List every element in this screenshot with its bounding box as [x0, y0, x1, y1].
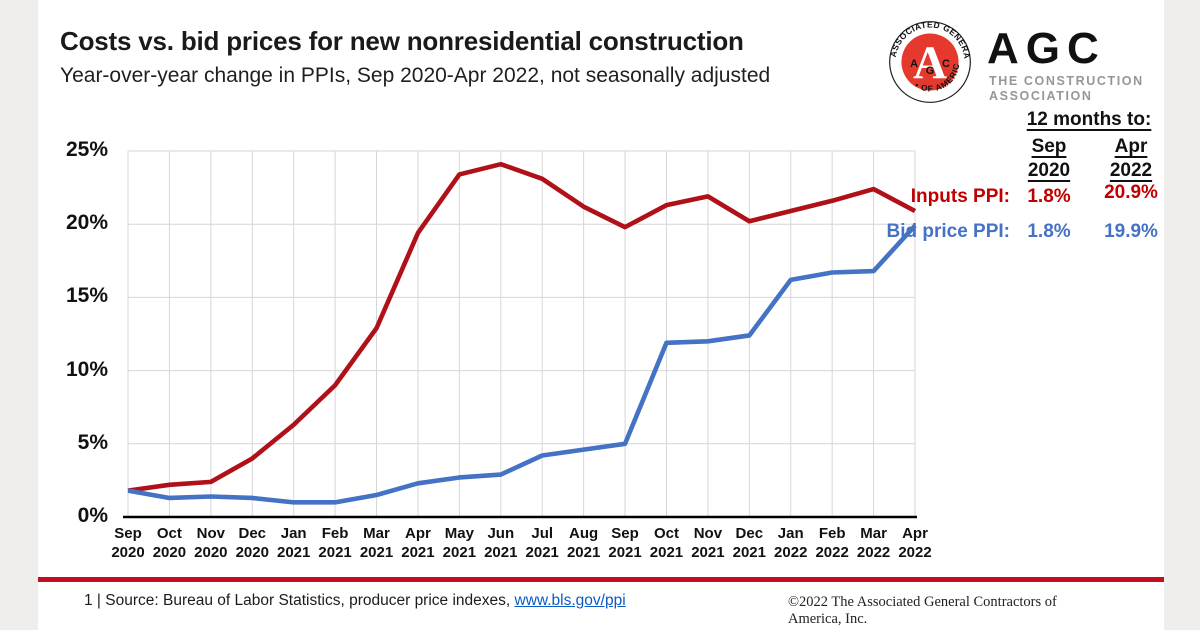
x-tick-line: 2021 — [318, 544, 352, 561]
y-tick-label: 0% — [77, 504, 108, 527]
x-tick-label: Apr 2022 — [885, 524, 945, 562]
agc-tagline-line2: ASSOCIATION — [989, 89, 1093, 103]
y-tick-label: 10% — [65, 357, 108, 381]
x-tick-label: Nov 2020 — [181, 524, 241, 562]
agc-tagline-line1: THE CONSTRUCTION — [989, 74, 1144, 88]
x-tick-line: 2020 — [152, 544, 187, 561]
x-tick-line: Nov — [693, 525, 723, 542]
page-subtitle: Year-over-year change in PPIs, Sep 2020-… — [60, 64, 771, 87]
x-tick-line: Feb — [321, 525, 349, 542]
x-tick-label: Apr 2021 — [388, 524, 448, 562]
x-tick-label: Feb 2021 — [305, 524, 365, 562]
x-tick-line: Feb — [818, 525, 846, 542]
x-tick-line: 2021 — [276, 544, 311, 561]
annotation-col1-year: 2020 — [1027, 160, 1071, 181]
x-tick-line: 2021 — [401, 544, 435, 561]
x-tick-line: Mar — [363, 525, 390, 542]
y-tick-label: 15% — [65, 284, 108, 308]
x-tick-line: 2021 — [484, 544, 518, 561]
annotation-heading: 12 months to: — [1026, 109, 1152, 130]
x-tick-label: Jun 2021 — [471, 524, 531, 562]
x-tick-line: May — [444, 525, 474, 542]
source-text: 1 | Source: Bureau of Labor Statistics, … — [84, 592, 515, 609]
annotation-col2-month: Apr — [1114, 136, 1148, 157]
x-tick-line: 2022 — [856, 544, 891, 561]
x-tick-line: 2021 — [442, 544, 477, 561]
seal-letter-c: C — [942, 58, 950, 70]
seal-letter-g: G — [926, 65, 934, 77]
x-tick-line: 2022 — [815, 544, 849, 561]
x-tick-label: Oct 2021 — [636, 524, 696, 562]
x-tick-label: Sep 2021 — [595, 524, 655, 562]
x-tick-line: 2021 — [525, 544, 559, 561]
annotation-col1-month: Sep — [1031, 136, 1067, 157]
x-tick-line: 2020 — [111, 544, 145, 561]
y-tick-label: 25% — [65, 138, 108, 161]
x-tick-line: 2021 — [732, 544, 766, 561]
agc-seal-icon: ASSOCIATED GENERAL CONTRACTORS • OF AMER… — [888, 20, 972, 103]
x-tick-label: Dec 2020 — [222, 524, 282, 562]
x-tick-line: 2021 — [566, 544, 601, 561]
x-tick-label: Aug 2021 — [554, 524, 614, 562]
x-tick-line: 2021 — [359, 544, 394, 561]
seal-letter-big: A — [913, 37, 947, 89]
inputs-ppi-apr2022-value: 20.9% — [1104, 182, 1158, 203]
x-tick-line: Jun — [487, 525, 515, 542]
x-tick-line: 2022 — [774, 544, 808, 561]
x-tick-label: Jul 2021 — [512, 524, 572, 562]
x-tick-line: Jan — [280, 525, 307, 542]
x-tick-line: Jan — [777, 525, 804, 542]
bid-price-ppi-legend-label: Bid price PPI: — [886, 221, 1010, 242]
x-tick-line: Apr — [405, 525, 431, 542]
x-tick-line: Sep — [611, 525, 639, 542]
x-tick-line: 2021 — [691, 544, 725, 561]
x-tick-line: Nov — [196, 525, 225, 542]
inputs-ppi-line — [127, 161, 917, 493]
x-tick-line: Aug — [569, 525, 599, 542]
x-tick-label: Oct 2020 — [139, 524, 199, 562]
x-tick-label: Jan 2021 — [264, 524, 324, 562]
x-tick-line: 2022 — [898, 544, 932, 561]
x-tick-label: Feb 2022 — [802, 524, 862, 562]
agc-wordmark: AGC — [987, 24, 1106, 73]
x-tick-label: Jan 2022 — [761, 524, 821, 562]
x-tick-line: 2021 — [608, 544, 642, 561]
bls-link[interactable]: www.bls.gov/ppi — [514, 592, 626, 609]
annotation-col2-year: 2022 — [1109, 160, 1153, 181]
agc-logo: ASSOCIATED GENERAL CONTRACTORS • OF AMER… — [888, 16, 1178, 108]
y-tick-label: 5% — [77, 430, 108, 454]
x-tick-label: Sep 2020 — [98, 524, 158, 562]
x-tick-label: Nov 2021 — [678, 524, 738, 562]
inputs-ppi-sep2020-value: 1.8% — [1027, 186, 1071, 207]
inputs-ppi-legend-label: Inputs PPI: — [910, 186, 1010, 207]
x-tick-line: Oct — [653, 525, 679, 542]
x-tick-line: Jul — [531, 525, 554, 542]
x-tick-line: 2021 — [649, 544, 684, 561]
x-tick-line: Apr — [902, 525, 928, 542]
page-title: Costs vs. bid prices for new nonresident… — [60, 26, 744, 56]
x-tick-line: Mar — [860, 525, 887, 542]
footer-divider — [38, 577, 1164, 582]
x-tick-line: Dec — [735, 525, 764, 542]
x-tick-line: 2020 — [235, 544, 269, 561]
bid-price-ppi-line — [127, 224, 917, 505]
x-tick-line: Oct — [156, 525, 182, 542]
copyright-note: ©2022 The Associated General Contractors… — [788, 594, 1057, 627]
x-tick-line: 2020 — [194, 544, 228, 561]
agc-tagline: THE CONSTRUCTION ASSOCIATION — [989, 74, 1144, 104]
x-tick-label: Mar 2022 — [844, 524, 904, 562]
x-tick-label: May 2021 — [429, 524, 489, 562]
slide-card — [38, 0, 1164, 630]
seal-letter-a: A — [910, 58, 918, 70]
x-tick-line: Sep — [114, 525, 142, 542]
source-note: 1 | Source: Bureau of Labor Statistics, … — [84, 592, 626, 610]
x-tick-line: Dec — [238, 525, 267, 542]
x-tick-label: Dec 2021 — [719, 524, 779, 562]
y-tick-label: 20% — [65, 211, 108, 235]
x-tick-label: Mar 2021 — [347, 524, 407, 562]
bid-price-ppi-sep2020-value: 1.8% — [1027, 221, 1071, 242]
bid-price-ppi-apr2022-value: 19.9% — [1104, 221, 1158, 242]
